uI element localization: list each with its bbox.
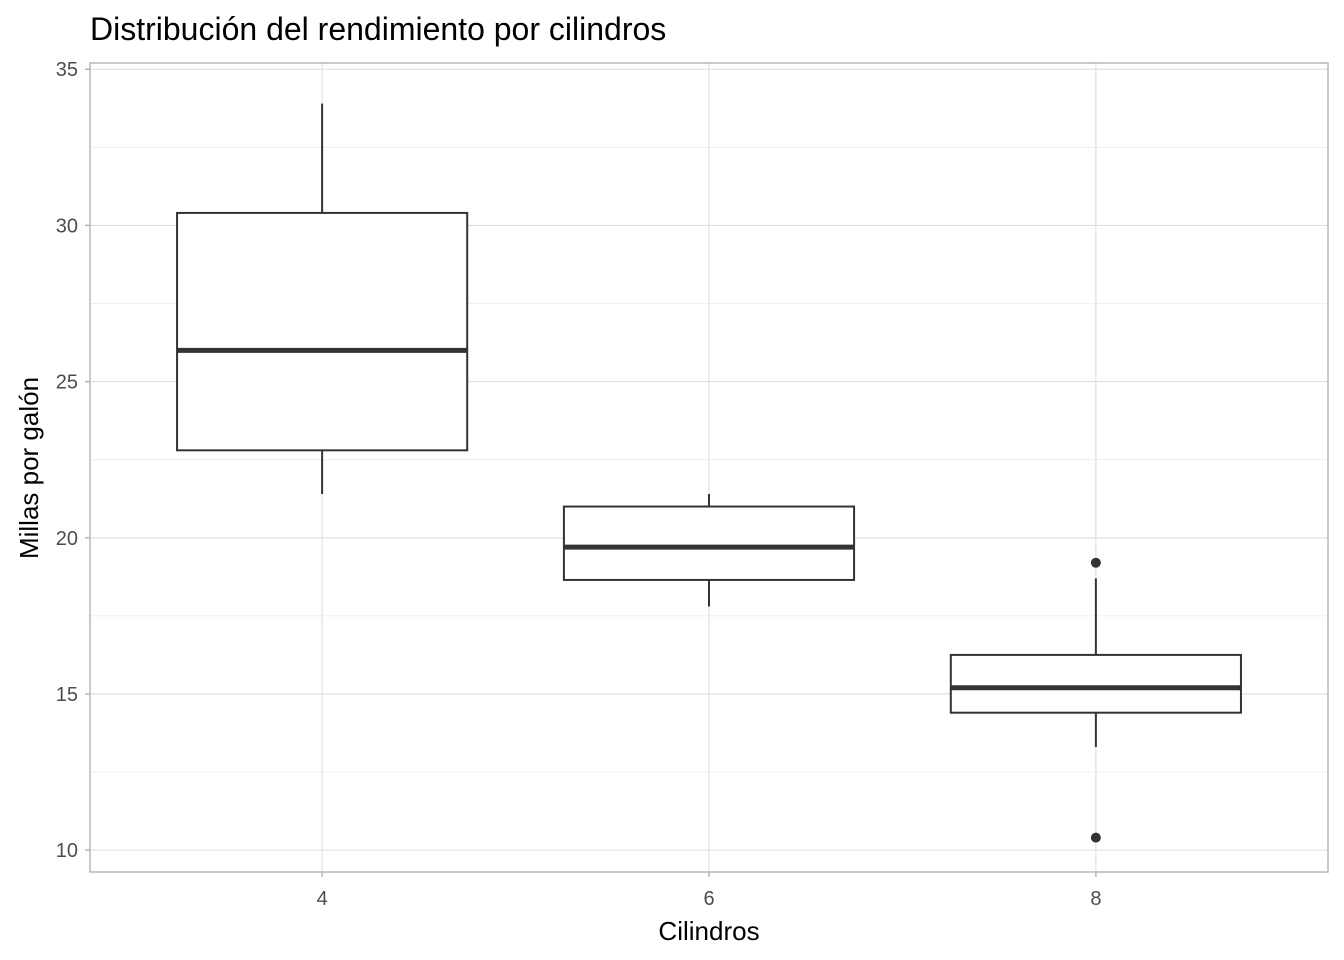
outlier-point [1090,557,1101,568]
iqr-box [562,505,856,581]
iqr-box [949,653,1242,714]
y-tick-label: 35 [56,59,78,81]
y-tick-label: 10 [56,840,78,862]
x-axis-title: Cilindros [658,916,759,946]
y-tick-label: 15 [56,684,78,706]
x-tick-label: 4 [317,888,328,910]
chart-title: Distribución del rendimiento por cilindr… [90,11,666,47]
axes: 10 15 20 25 30 35 4 6 8 [56,59,1102,910]
outlier-point [1090,832,1101,843]
box-series [176,103,1242,843]
box-4 [176,103,469,495]
y-tick-label: 20 [56,528,78,550]
grid-lines [90,63,1328,872]
x-tick-label: 8 [1090,888,1101,910]
y-axis-title: Millas por galón [14,377,44,559]
box-6 [562,494,856,607]
y-tick-label: 25 [56,372,78,394]
iqr-box [176,211,469,452]
box-8 [949,557,1242,843]
x-tick-label: 6 [703,888,714,910]
y-tick-label: 30 [56,215,78,237]
